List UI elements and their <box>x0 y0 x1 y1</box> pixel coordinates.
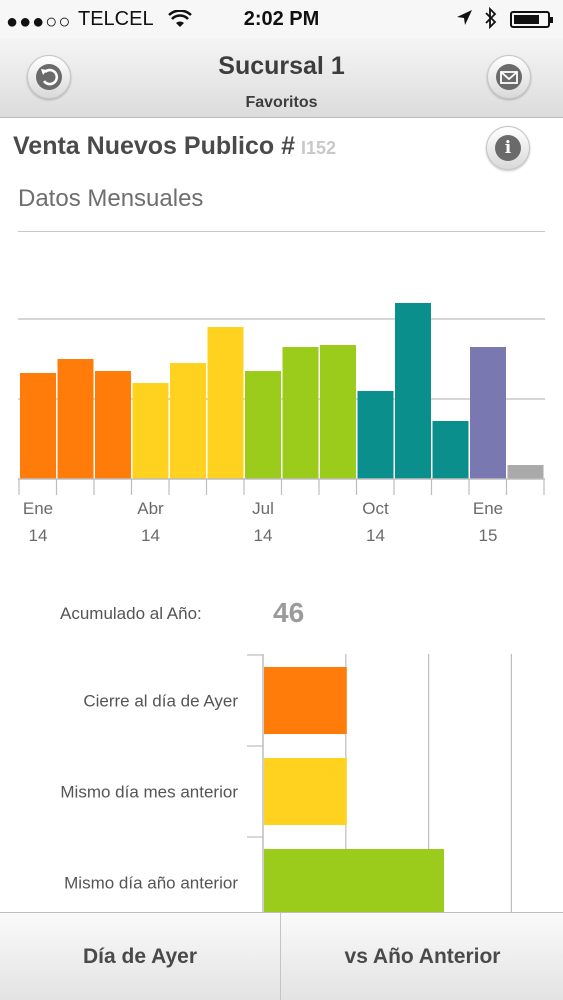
comparison-label: Mismo día mes anterior <box>60 783 238 802</box>
x-tick-label-year: 15 <box>479 526 498 545</box>
x-tick-label-month: Jul <box>252 499 274 518</box>
bar-ago-14 <box>282 347 319 479</box>
tab-dia-de-ayer[interactable]: Día de Ayer <box>0 913 281 1000</box>
x-tick-label-month: Abr <box>137 499 164 518</box>
comparison-bar-chart: Cierre al día de Ayer Mismo día mes anter… <box>60 654 512 912</box>
comparison-bar <box>264 758 347 825</box>
section-title: Datos Mensuales <box>18 185 204 212</box>
bluetooth-icon <box>484 6 498 35</box>
info-button[interactable]: i <box>486 126 530 170</box>
bar-ene-14 <box>20 373 56 479</box>
bar-feb-14 <box>57 359 94 479</box>
page-subtitle: Favoritos <box>245 94 318 111</box>
wifi-icon <box>168 9 192 34</box>
bar-may-14 <box>170 363 206 479</box>
x-tick-label-year: 14 <box>366 526 385 545</box>
battery-icon <box>510 11 553 28</box>
bar-dic-14 <box>432 421 469 479</box>
bar-abr-14 <box>132 383 169 479</box>
bottom-tab-bar: Día de Ayer vs Año Anterior <box>0 912 563 1000</box>
info-icon: i <box>495 135 521 161</box>
report-title-text: Venta Nuevos Publico # <box>13 132 296 160</box>
bar-feb-15 <box>507 465 544 479</box>
bar-mar-14 <box>95 371 131 479</box>
refresh-back-icon <box>36 64 62 90</box>
bar-sep-14 <box>320 345 356 479</box>
mail-icon <box>496 64 522 90</box>
bar-jul-14 <box>245 371 281 479</box>
tab-vs-ano-anterior[interactable]: vs Año Anterior <box>344 945 501 968</box>
report-title: Venta Nuevos Publico # I152 <box>13 132 336 161</box>
page-title: Sucursal 1 <box>218 52 345 80</box>
navigation-bar: Sucursal 1 Favoritos <box>0 38 563 118</box>
clock-time: 2:02 PM <box>243 8 320 30</box>
x-tick-label-month: Oct <box>362 499 389 518</box>
x-tick-label-month: Ene <box>23 499 53 518</box>
bar-jun-14 <box>207 327 244 479</box>
back-button[interactable] <box>27 55 71 99</box>
accumulated-value: 46 <box>273 597 305 628</box>
x-tick-label-year: 14 <box>254 526 273 545</box>
comparison-bar <box>264 667 347 734</box>
mail-button[interactable] <box>487 55 531 99</box>
status-bar: ●●●○○ TELCEL 2:02 PM <box>0 0 563 38</box>
bar-oct-14 <box>357 391 394 479</box>
accumulated-label: Acumulado al Año: <box>60 604 202 623</box>
bar-nov-14 <box>395 303 431 479</box>
x-tick-label-month: Ene <box>473 499 503 518</box>
bar-ene-15 <box>470 347 506 479</box>
comparison-label: Cierre al día de Ayer <box>83 692 238 711</box>
x-tick-label-year: 14 <box>29 526 48 545</box>
monthly-bar-chart: Ene 14 Abr 14 Jul 14 Oct 14 Ene 15 <box>18 303 545 545</box>
carrier-name: TELCEL <box>78 8 154 30</box>
comparison-label: Mismo día año anterior <box>64 874 238 893</box>
report-code: I152 <box>301 138 337 158</box>
section-divider <box>18 231 545 232</box>
location-arrow-icon <box>455 9 473 33</box>
signal-strength-icon: ●●●○○ <box>6 11 72 33</box>
x-tick-label-year: 14 <box>141 526 160 545</box>
comparison-bar <box>264 849 444 912</box>
